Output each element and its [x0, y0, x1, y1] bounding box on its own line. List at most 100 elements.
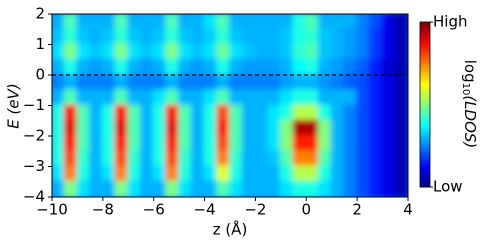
heatmap-cell	[216, 135, 231, 153]
heatmap-cell	[190, 150, 206, 168]
heatmap-cell	[368, 165, 384, 183]
heatmap-cell	[229, 165, 244, 183]
colorbar-tick-label: High	[433, 13, 467, 31]
heatmap-cell	[203, 165, 219, 183]
heatmap-cell	[343, 58, 359, 76]
colorbar-swatch	[420, 63, 430, 67]
heatmap-cell	[254, 74, 270, 92]
heatmap-cell	[254, 165, 270, 183]
colorbar-swatch	[420, 148, 430, 152]
heatmap-cell	[63, 43, 79, 61]
heatmap-cell	[63, 119, 79, 137]
heatmap-cell	[152, 150, 168, 168]
heatmap-cell	[318, 180, 333, 197]
heatmap-cell	[101, 135, 117, 153]
heatmap-cell	[216, 89, 231, 107]
heatmap-cell	[356, 119, 371, 137]
heatmap-cell	[63, 58, 79, 76]
heatmap-cell	[229, 89, 244, 107]
heatmap-cell	[356, 58, 371, 76]
x-axis-label: z (Å)	[213, 220, 248, 239]
colorbar-swatch	[420, 77, 430, 81]
heatmap-cell	[394, 89, 408, 107]
heatmap-cell	[279, 89, 295, 107]
colorbar-swatch	[420, 101, 430, 105]
heatmap-cell	[114, 104, 130, 122]
heatmap-cell	[76, 28, 92, 46]
heatmap-cell	[89, 89, 104, 107]
heatmap-cell	[318, 104, 333, 122]
heatmap-cell	[101, 58, 117, 76]
heatmap-cell	[127, 165, 142, 183]
heatmap-cell	[279, 180, 295, 197]
heatmap-cell	[330, 14, 346, 31]
heatmap-cell	[203, 150, 219, 168]
heatmap-cell	[381, 165, 397, 183]
heatmap-cell	[368, 150, 384, 168]
heatmap-cell	[127, 14, 142, 31]
heatmap-cell	[381, 43, 397, 61]
colorbar-swatch	[420, 121, 430, 125]
heatmap-cell	[343, 14, 359, 31]
heatmap-cell	[305, 89, 320, 107]
heatmap-cell	[140, 180, 155, 197]
x-tick-label: 4	[403, 201, 413, 219]
colorbar-swatch	[420, 126, 430, 130]
heatmap-cell	[267, 89, 282, 107]
heatmap-cell	[127, 28, 142, 46]
heatmap-cell	[190, 165, 206, 183]
heatmap-cell	[216, 58, 231, 76]
heatmap-cell	[178, 150, 193, 168]
heatmap-cell	[52, 43, 66, 61]
heatmap-cell	[101, 165, 117, 183]
heatmap-cell	[318, 119, 333, 137]
heatmap-cell	[52, 58, 66, 76]
heatmap-cell	[229, 14, 244, 31]
heatmap-cell	[394, 74, 408, 92]
heatmap-cell	[52, 135, 66, 153]
heatmap-cell	[63, 180, 79, 197]
heatmap-cell	[52, 28, 66, 46]
heatmap-cell	[101, 74, 117, 92]
heatmap-cell	[343, 180, 359, 197]
heatmap-cell	[114, 180, 130, 197]
colorbar-swatch	[420, 52, 430, 56]
heatmap-cell	[368, 104, 384, 122]
heatmap-cell	[101, 180, 117, 197]
heatmap-cell	[292, 43, 308, 61]
heatmap-cell	[267, 165, 282, 183]
heatmap-cell	[356, 104, 371, 122]
heatmap-cell	[330, 104, 346, 122]
colorbar-swatch	[420, 74, 430, 78]
heatmap-cell	[216, 165, 231, 183]
heatmap-cell	[292, 74, 308, 92]
heatmap-cell	[292, 150, 308, 168]
heatmap-cell	[229, 104, 244, 122]
colorbar-swatch	[420, 68, 430, 72]
heatmap-cell	[356, 14, 371, 31]
heatmap-cell	[114, 150, 130, 168]
colorbar-swatch	[420, 57, 430, 61]
heatmap-cell	[127, 74, 142, 92]
colorbar-swatch	[420, 90, 430, 94]
heatmap-cell	[381, 150, 397, 168]
heatmap-cell	[140, 74, 155, 92]
heatmap-cell	[330, 150, 346, 168]
heatmap-cell	[63, 150, 79, 168]
colorbar-swatch	[420, 184, 430, 188]
colorbar-swatch	[420, 140, 430, 144]
heatmap-cell	[318, 165, 333, 183]
heatmap-cell	[127, 150, 142, 168]
heatmap-cell	[343, 74, 359, 92]
heatmap-cell	[229, 43, 244, 61]
heatmap-cell	[190, 104, 206, 122]
colorbar-swatch	[420, 30, 430, 34]
heatmap-cell	[76, 14, 92, 31]
heatmap-cell	[381, 104, 397, 122]
heatmap-cell	[101, 119, 117, 137]
colorbar-label-part: 10	[460, 83, 471, 96]
heatmap-cell	[52, 150, 66, 168]
colorbar-swatch	[420, 156, 430, 160]
heatmap-cell	[203, 14, 219, 31]
